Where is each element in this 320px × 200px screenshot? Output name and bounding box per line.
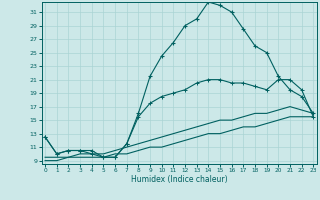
X-axis label: Humidex (Indice chaleur): Humidex (Indice chaleur) xyxy=(131,175,228,184)
